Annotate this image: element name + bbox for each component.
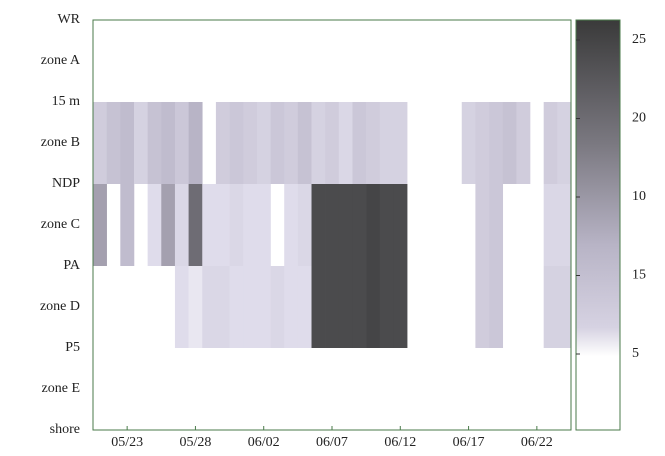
heat-cell xyxy=(229,184,244,266)
heat-cell xyxy=(311,184,326,266)
heat-cell xyxy=(489,266,504,348)
y-label: zone D xyxy=(40,299,80,314)
heat-cell xyxy=(243,184,258,266)
x-tick-label: 05/23 xyxy=(111,435,143,450)
heat-cell xyxy=(366,102,381,184)
colorbar xyxy=(575,19,621,431)
heat-cell xyxy=(311,102,326,184)
heat-cell xyxy=(147,102,162,184)
heat-cell xyxy=(106,102,121,184)
heat-cell xyxy=(215,184,230,266)
heat-cell xyxy=(284,184,299,266)
y-label: zone E xyxy=(42,381,80,396)
heat-cell xyxy=(393,184,408,266)
heat-cell xyxy=(120,102,135,184)
y-label: WR xyxy=(57,12,80,27)
heat-cell xyxy=(270,266,285,348)
heat-cell xyxy=(366,184,381,266)
heat-cell xyxy=(270,102,285,184)
heat-cell xyxy=(543,266,558,348)
heat-cell xyxy=(243,102,258,184)
colorbar-label: 5 xyxy=(632,346,639,361)
heat-cell xyxy=(161,102,176,184)
heat-cell xyxy=(338,102,353,184)
heat-cell xyxy=(215,102,230,184)
heat-cell xyxy=(256,184,271,266)
heat-cell xyxy=(93,184,107,266)
heat-cell xyxy=(352,102,367,184)
heat-cell xyxy=(256,102,271,184)
heat-cell xyxy=(338,266,353,348)
heat-cell xyxy=(352,184,367,266)
heat-cell xyxy=(120,184,135,266)
heat-cell xyxy=(557,184,572,266)
x-tick-label: 06/07 xyxy=(316,435,348,450)
y-label: NDP xyxy=(52,176,80,191)
heat-cell xyxy=(284,266,299,348)
x-tick-label: 06/12 xyxy=(384,435,416,450)
heat-cell xyxy=(366,266,381,348)
heat-cell xyxy=(284,102,299,184)
y-label: P5 xyxy=(65,340,80,355)
heat-cell xyxy=(325,184,340,266)
heat-cell xyxy=(516,102,531,184)
heat-cell xyxy=(338,184,353,266)
y-label: zone C xyxy=(41,217,80,232)
heat-cell xyxy=(557,102,572,184)
y-label: shore xyxy=(50,422,80,437)
heat-cell xyxy=(543,102,558,184)
heat-cell xyxy=(215,266,230,348)
heat-cell xyxy=(557,266,572,348)
heat-cell xyxy=(379,184,394,266)
x-tick-label: 06/17 xyxy=(453,435,485,450)
heat-cell xyxy=(325,266,340,348)
heat-cell xyxy=(379,266,394,348)
x-tick-label: 05/28 xyxy=(179,435,211,450)
heat-cell xyxy=(133,102,148,184)
heat-cell xyxy=(174,266,189,348)
heat-cell xyxy=(161,184,176,266)
heat-cell xyxy=(325,102,340,184)
colorbar-label: 25 xyxy=(632,32,646,47)
heat-cell xyxy=(297,102,312,184)
y-label: zone A xyxy=(41,53,81,68)
y-label: zone B xyxy=(41,135,80,150)
heat-cell xyxy=(256,266,271,348)
y-label: 15 m xyxy=(52,94,81,109)
heat-cell xyxy=(489,102,504,184)
heat-cell xyxy=(188,184,203,266)
heat-cell xyxy=(379,102,394,184)
heat-cell xyxy=(202,184,217,266)
heat-cell xyxy=(489,184,504,266)
heat-cell xyxy=(147,184,162,266)
heat-cell xyxy=(229,102,244,184)
heat-cell xyxy=(174,102,189,184)
colorbar-label: 20 xyxy=(632,111,646,126)
heat-cell xyxy=(297,266,312,348)
y-label: PA xyxy=(63,258,81,273)
heat-cell xyxy=(202,266,217,348)
colorbar-label: 10 xyxy=(632,189,646,204)
heat-cell xyxy=(393,266,408,348)
heat-cell xyxy=(188,102,203,184)
x-tick-label: 06/02 xyxy=(248,435,280,450)
heat-cell xyxy=(475,184,490,266)
heat-cell xyxy=(502,102,517,184)
colorbar-label: 15 xyxy=(632,268,646,283)
heat-cell xyxy=(188,266,203,348)
heat-cell xyxy=(475,102,490,184)
heat-cell xyxy=(229,266,244,348)
heat-cell xyxy=(543,184,558,266)
heat-cell xyxy=(311,266,326,348)
x-tick-label: 06/22 xyxy=(521,435,553,450)
heat-cell xyxy=(174,184,189,266)
heat-cell xyxy=(393,102,408,184)
heat-cell xyxy=(243,266,258,348)
heat-cell xyxy=(93,102,107,184)
heat-cell xyxy=(461,102,476,184)
heat-cell xyxy=(352,266,367,348)
heat-cell xyxy=(297,184,312,266)
heat-cell xyxy=(475,266,490,348)
